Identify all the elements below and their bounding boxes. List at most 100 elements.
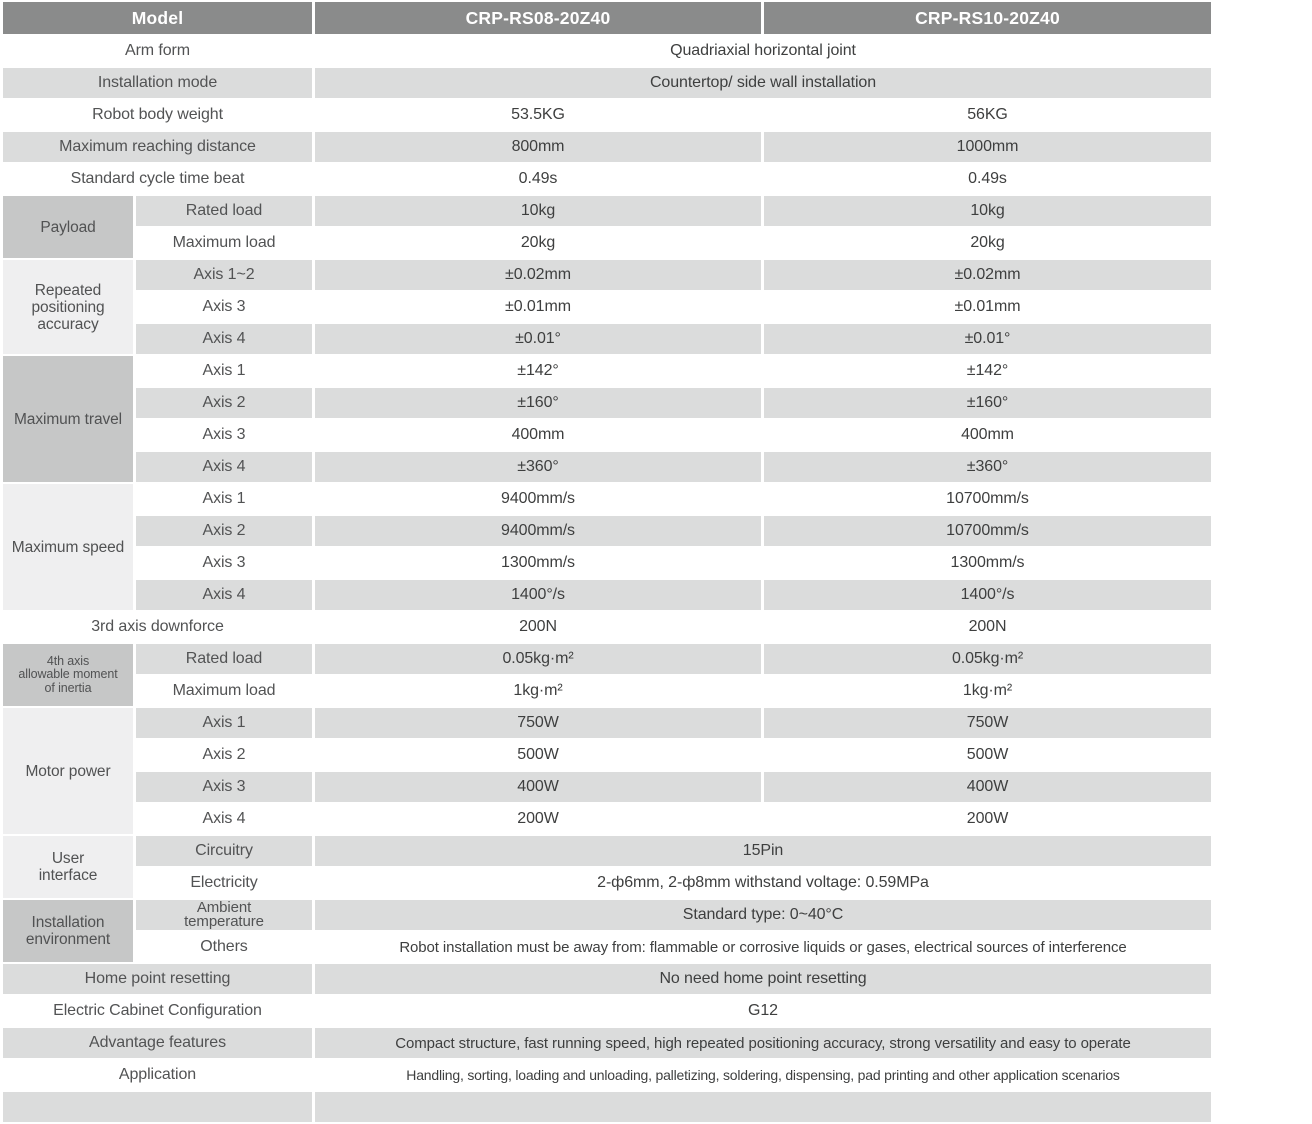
row-label: Axis 1~2 — [136, 260, 312, 290]
row-label: Axis 3 — [202, 426, 246, 443]
row-value: ±360° — [315, 452, 761, 482]
row-value: ±142° — [517, 362, 559, 379]
row-value: 1300mm/s — [950, 554, 1025, 571]
row-label: Maximum load — [172, 234, 276, 251]
table-row: Axis 3 400W 400W — [3, 772, 1211, 802]
row-value: 10700mm/s — [946, 490, 1029, 507]
row-label: Home point resetting — [3, 964, 312, 994]
row-label: Electricity — [190, 874, 258, 891]
row-value: ±0.02mm — [315, 260, 761, 290]
row-group-label: 4th axis allowable moment of inertia — [3, 644, 133, 706]
row-value: 400mm — [511, 426, 565, 443]
row-label: Advantage features — [3, 1028, 312, 1058]
row-value: ±360° — [764, 452, 1211, 482]
row-value: 750W — [315, 708, 761, 738]
row-value: 400mm — [961, 426, 1014, 443]
row-label: Axis 3 — [202, 298, 246, 315]
row-label: Axis 3 — [202, 554, 246, 571]
table-row: Axis 4 1400°/s 1400°/s — [3, 580, 1211, 610]
row-value: 1300mm/s — [501, 554, 575, 571]
row-label: Circuitry — [136, 836, 312, 866]
row-value: 9400mm/s — [315, 516, 761, 546]
table-row: 3rd axis downforce 200N 200N — [3, 612, 1211, 642]
table-row: Electric Cabinet Configuration G12 — [3, 996, 1211, 1026]
row-value: ±0.01mm — [505, 298, 571, 315]
row-label: Axis 1 — [202, 362, 246, 379]
table-row: Axis 2 9400mm/s 10700mm/s — [3, 516, 1211, 546]
row-label: Arm form — [125, 42, 190, 59]
row-label: Axis 1 — [136, 708, 312, 738]
row-value: ±0.01° — [764, 324, 1211, 354]
row-value: 0.49s — [968, 170, 1007, 187]
table-row: Axis 3 1300mm/s 1300mm/s — [3, 548, 1211, 578]
row-value: 500W — [966, 746, 1009, 763]
header-row: Model CRP-RS08-20Z40 CRP-RS10-20Z40 — [3, 2, 1211, 34]
row-label: Standard cycle time beat — [70, 170, 245, 187]
row-label: Axis 1 — [202, 490, 246, 507]
row-value-merged: Countertop/ side wall installation — [315, 68, 1211, 98]
table-row: Arm form Quadriaxial horizontal joint — [3, 36, 1211, 66]
table-row: User interface Circuitry 15Pin — [3, 836, 1211, 898]
row-value-merged: No need home point resetting — [315, 964, 1211, 994]
row-value: 0.05kg·m² — [764, 644, 1211, 674]
row-value: 20kg — [520, 234, 556, 251]
row-group-label: Maximum speed — [3, 484, 133, 610]
spec-table-header: Model CRP-RS08-20Z40 CRP-RS10-20Z40 — [3, 2, 1211, 34]
row-value: ±0.01° — [315, 324, 761, 354]
row-value-merged: Quadriaxial horizontal joint — [670, 42, 856, 59]
table-row: Maximum load 1kg·m² 1kg·m² — [3, 676, 1211, 706]
row-value: 10kg — [764, 196, 1211, 226]
table-row: Advantage features Compact structure, fas… — [3, 1028, 1211, 1058]
row-label — [3, 1092, 312, 1122]
header-model-2: CRP-RS10-20Z40 — [764, 2, 1211, 34]
row-value: 20kg — [970, 234, 1005, 251]
row-value-merged: Standard type: 0~40°C — [315, 900, 1211, 930]
row-label: Axis 3 — [136, 772, 312, 802]
table-row: Motor power Axis 1 750W 750W — [3, 708, 1211, 834]
spec-table-body: Arm form Quadriaxial horizontal joint Inst… — [3, 36, 1211, 1122]
row-value: 10700mm/s — [764, 516, 1211, 546]
row-group-label: Payload — [3, 196, 133, 258]
table-row: Maximum speed Axis 1 9400mm/s 10700mm/s — [3, 484, 1211, 610]
table-row: Payload Rated load 10kg 10kg — [3, 196, 1211, 258]
row-label: Robot body weight — [92, 106, 223, 123]
row-label: Application — [118, 1066, 197, 1083]
row-label: Axis 4 — [136, 580, 312, 610]
row-value-merged: G12 — [748, 1002, 778, 1019]
header-model-label: Model — [3, 2, 312, 34]
row-group-label: User interface — [3, 836, 133, 898]
row-value: 0.49s — [518, 170, 558, 187]
row-label: Maximum load — [172, 682, 276, 699]
row-value-merged: 15Pin — [315, 836, 1211, 866]
row-group-label: Repeated positioning accuracy — [3, 260, 133, 354]
table-row: Standard cycle time beat 0.49s 0.49s — [3, 164, 1211, 194]
table-row: Others Robot installation must be away fr… — [3, 932, 1211, 962]
row-label: Axis 2 — [136, 388, 312, 418]
row-value: 200W — [517, 810, 559, 827]
table-row: Axis 3 ±0.01mm ±0.01mm — [3, 292, 1211, 322]
row-value: 400W — [315, 772, 761, 802]
row-label: Electric Cabinet Configuration — [53, 1002, 262, 1019]
row-value: ±0.01mm — [954, 298, 1021, 315]
row-value: 800mm — [315, 132, 761, 162]
row-label: Axis 2 — [136, 516, 312, 546]
row-value: 0.05kg·m² — [315, 644, 761, 674]
row-value-merged: Compact structure, fast running speed, h… — [315, 1028, 1211, 1058]
row-label: 3rd axis downforce — [91, 618, 224, 635]
table-row: 4th axis allowable moment of inertia Rate… — [3, 644, 1211, 706]
row-value: 1400°/s — [764, 580, 1211, 610]
row-group-label: Maximum travel — [3, 356, 133, 482]
row-label: Installation mode — [3, 68, 312, 98]
row-value: 1kg·m² — [513, 682, 563, 699]
table-row: Axis 2 ±160° ±160° — [3, 388, 1211, 418]
row-label: Axis 4 — [136, 452, 312, 482]
table-row — [3, 1092, 1211, 1122]
table-row: Maximum reaching distance 800mm 1000mm — [3, 132, 1211, 162]
table-row: Axis 4 200W 200W — [3, 804, 1211, 834]
row-value: 1000mm — [764, 132, 1211, 162]
header-model-1: CRP-RS08-20Z40 — [315, 2, 761, 34]
row-value: 1400°/s — [315, 580, 761, 610]
table-row: Electricity 2-ф6mm, 2-ф8mm withstand volt… — [3, 868, 1211, 898]
row-label: Rated load — [136, 644, 312, 674]
row-label: Axis 4 — [136, 324, 312, 354]
